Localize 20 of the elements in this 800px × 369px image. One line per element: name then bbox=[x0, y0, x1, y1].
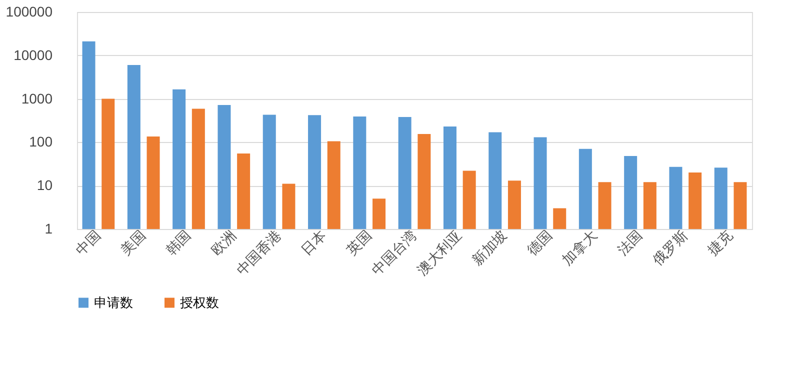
x-tick-label: 新加坡 bbox=[469, 228, 510, 269]
x-tick-label: 捷克 bbox=[705, 228, 736, 259]
x-tick-label: 法国 bbox=[614, 228, 646, 259]
x-tick-label: 美国 bbox=[118, 228, 150, 259]
x-tick-label: 俄罗斯 bbox=[650, 228, 692, 269]
x-tick-label: 中国 bbox=[72, 228, 104, 259]
x-tick-label: 德国 bbox=[524, 228, 556, 259]
x-tick-label: 韩国 bbox=[163, 228, 194, 259]
x-tick-label: 加拿大 bbox=[560, 228, 601, 269]
x-tick-label: 日本 bbox=[298, 228, 330, 259]
legend-label: 授权数 bbox=[180, 296, 219, 311]
legend-label: 申请数 bbox=[94, 296, 133, 311]
y-tick-label: 100000 bbox=[6, 4, 53, 20]
y-tick-label: 10000 bbox=[14, 46, 53, 63]
x-tick-label: 英国 bbox=[344, 228, 376, 259]
y-tick-label: 10 bbox=[36, 177, 53, 194]
y-tick-label: 100 bbox=[29, 134, 53, 150]
y-tick-label: 1000 bbox=[21, 90, 53, 106]
y-tick-label: 1 bbox=[44, 220, 53, 236]
x-tick-label: 欧洲 bbox=[208, 228, 240, 259]
